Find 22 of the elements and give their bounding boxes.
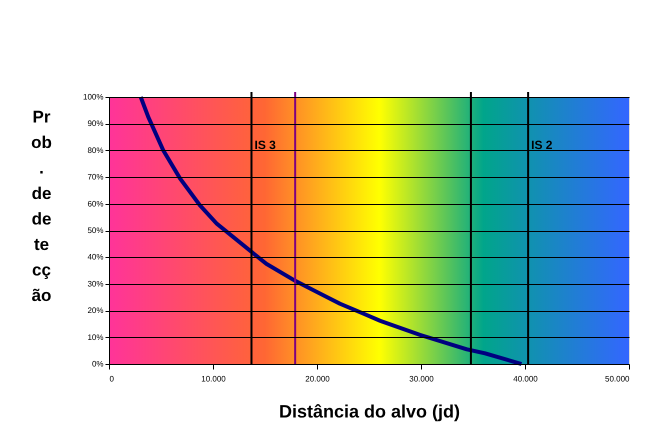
y-tick-label: 50%: [87, 226, 104, 235]
y-tick-label: 10%: [87, 332, 104, 342]
y-tick-label: 90%: [87, 119, 104, 128]
y-tick-label: 100%: [83, 92, 104, 102]
y-tick-label: 40%: [87, 252, 104, 262]
x-tick-label: 0: [110, 374, 114, 384]
x-tick-label: 30.000: [409, 374, 434, 384]
line-series: [138, 95, 524, 366]
ref-line-label: IS 3: [254, 138, 276, 152]
y-tick-label: 70%: [87, 172, 104, 182]
y-axis-title: Prob. de detecção: [31, 108, 52, 305]
x-tick-label: 20.000: [305, 374, 330, 384]
y-tick-label: 60%: [87, 199, 104, 208]
y-tick-label: 30%: [87, 279, 104, 288]
y-tick-label: 0%: [92, 360, 104, 368]
x-tick-label: 50.000: [605, 374, 630, 384]
x-tick-label: 40.000: [513, 374, 538, 384]
ref-line-label: IS 2: [531, 138, 553, 152]
y-tick-label: 80%: [87, 146, 104, 155]
x-tick-label: 10.000: [201, 374, 226, 384]
x-axis-title: Distância do alvo (jd): [278, 402, 460, 422]
y-tick-label: 20%: [87, 306, 104, 316]
